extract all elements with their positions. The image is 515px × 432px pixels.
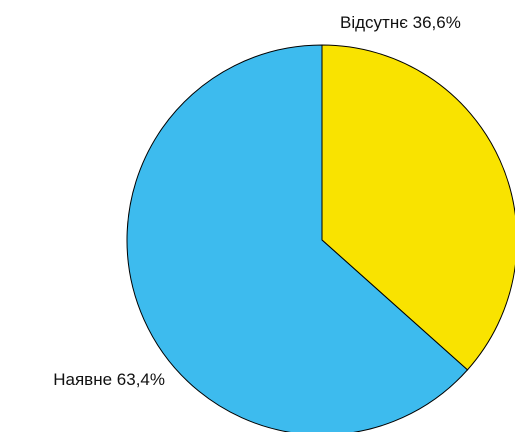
slice-name: Відсутнє — [340, 13, 408, 32]
slice-value: 36,6% — [413, 13, 461, 32]
slice-value: 63,4% — [117, 370, 165, 389]
slice-label: Відсутнє 36,6% — [340, 13, 461, 32]
pie-slice — [126, 44, 469, 432]
slice-label: Наявне 63,4% — [53, 370, 165, 389]
pie-slice — [321, 44, 515, 371]
slice-name: Наявне — [53, 370, 112, 389]
